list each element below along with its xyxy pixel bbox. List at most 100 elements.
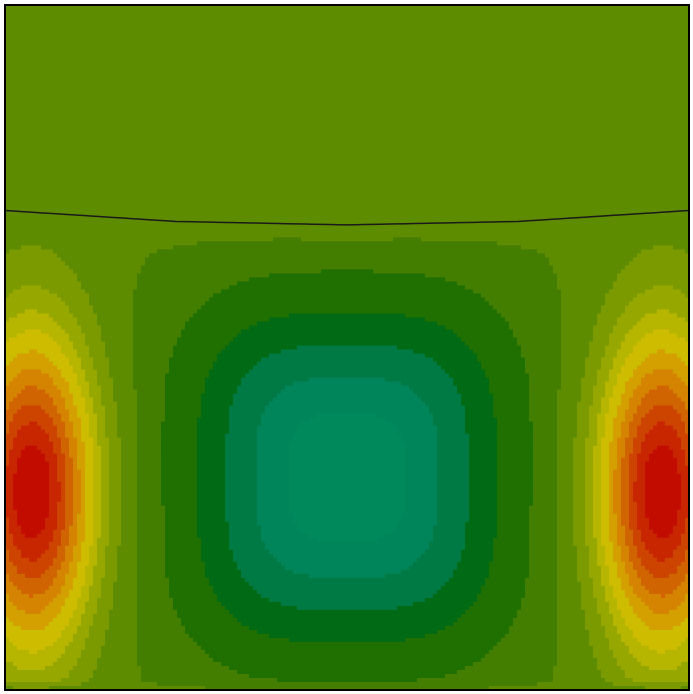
contour-cell	[253, 585, 442, 591]
contour-cell	[53, 561, 62, 567]
contour-cell	[65, 549, 74, 555]
contour-cell	[265, 405, 430, 411]
contour-cell	[133, 313, 194, 319]
contour-cell	[93, 405, 106, 411]
contour-cell	[5, 457, 10, 463]
contour-cell	[133, 365, 170, 371]
contour-cell	[585, 533, 594, 539]
contour-cell	[77, 521, 86, 527]
contour-cell	[577, 553, 590, 559]
contour-cell	[425, 273, 558, 278]
contour-cell	[557, 453, 574, 459]
contour-cell	[201, 393, 234, 399]
contour-cell	[593, 653, 614, 659]
contour-cell	[73, 457, 78, 463]
contour-cell	[405, 473, 438, 479]
contour-cell	[405, 505, 438, 511]
contour-cell	[57, 553, 66, 559]
contour-cell	[261, 357, 434, 363]
contour-cell	[613, 469, 622, 475]
contour-cell	[573, 493, 586, 499]
contour-cell	[73, 545, 82, 551]
contour-cell	[681, 417, 690, 423]
contour-cell	[289, 493, 406, 499]
contour-cell	[17, 469, 50, 475]
contour-cell	[597, 413, 606, 419]
contour-cell	[557, 617, 586, 623]
contour-cell	[157, 249, 538, 254]
contour-cell	[289, 441, 406, 447]
contour-cell	[209, 577, 246, 583]
contour-cell	[605, 393, 614, 399]
contour-cell	[133, 321, 186, 327]
contour-cell	[557, 645, 594, 651]
contour-cell	[81, 493, 86, 499]
contour-cell	[677, 461, 686, 467]
contour-cell	[217, 593, 262, 599]
contour-cell	[437, 433, 470, 439]
contour-cell	[5, 245, 22, 250]
contour-cell	[225, 477, 258, 483]
contour-cell	[121, 465, 138, 471]
contour-cell	[685, 529, 690, 535]
contour-cell	[45, 549, 58, 555]
contour-cell	[673, 425, 686, 431]
contour-cell	[557, 429, 578, 435]
contour-cell	[593, 477, 602, 483]
contour-cell	[481, 365, 526, 371]
contour-cell	[593, 529, 602, 535]
contour-cell	[41, 553, 58, 559]
contour-cell	[641, 661, 682, 667]
contour-cell	[577, 401, 594, 407]
contour-cell	[405, 313, 502, 319]
contour-cell	[193, 637, 290, 643]
contour-cell	[637, 293, 686, 299]
contour-cell	[617, 629, 634, 635]
contour-cell	[249, 581, 446, 587]
contour-cell	[77, 277, 138, 283]
contour-cell	[69, 409, 78, 415]
contour-cell	[77, 349, 90, 355]
contour-cell	[497, 441, 534, 447]
contour-cell	[645, 393, 678, 399]
contour-cell	[137, 285, 230, 291]
contour-cell	[141, 269, 322, 274]
contour-cell	[161, 461, 198, 467]
contour-cell	[81, 433, 90, 439]
contour-cell	[45, 429, 58, 435]
contour-cell	[101, 589, 114, 595]
contour-cell	[201, 401, 234, 407]
contour-cell	[109, 457, 122, 463]
contour-cell	[601, 469, 610, 475]
contour-cell	[557, 537, 574, 543]
contour-cell	[85, 637, 106, 643]
contour-cell	[5, 41, 690, 46]
contour-cell	[21, 549, 46, 555]
contour-cell	[137, 657, 214, 663]
contour-cell	[57, 425, 66, 431]
contour-cell	[493, 545, 530, 551]
contour-cell	[229, 285, 466, 291]
contour-cell	[677, 433, 690, 439]
contour-cell	[469, 465, 498, 471]
contour-cell	[53, 361, 70, 367]
contour-cell	[397, 425, 438, 431]
contour-cell	[5, 521, 10, 527]
contour-cell	[101, 505, 110, 511]
contour-cell	[621, 429, 630, 435]
contour-cell	[485, 369, 526, 375]
contour-cell	[609, 565, 618, 571]
contour-cell	[681, 477, 690, 483]
contour-cell	[5, 633, 62, 639]
contour-cell	[65, 301, 90, 307]
contour-cell	[605, 433, 614, 439]
contour-cell	[225, 461, 258, 467]
contour-cell	[209, 369, 250, 375]
contour-cell	[557, 485, 574, 491]
contour-cell	[257, 433, 294, 439]
contour-cell	[405, 465, 438, 471]
contour-cell	[673, 529, 686, 535]
contour-cell	[57, 573, 66, 579]
contour-cell	[621, 633, 634, 639]
contour-cell	[597, 545, 606, 551]
